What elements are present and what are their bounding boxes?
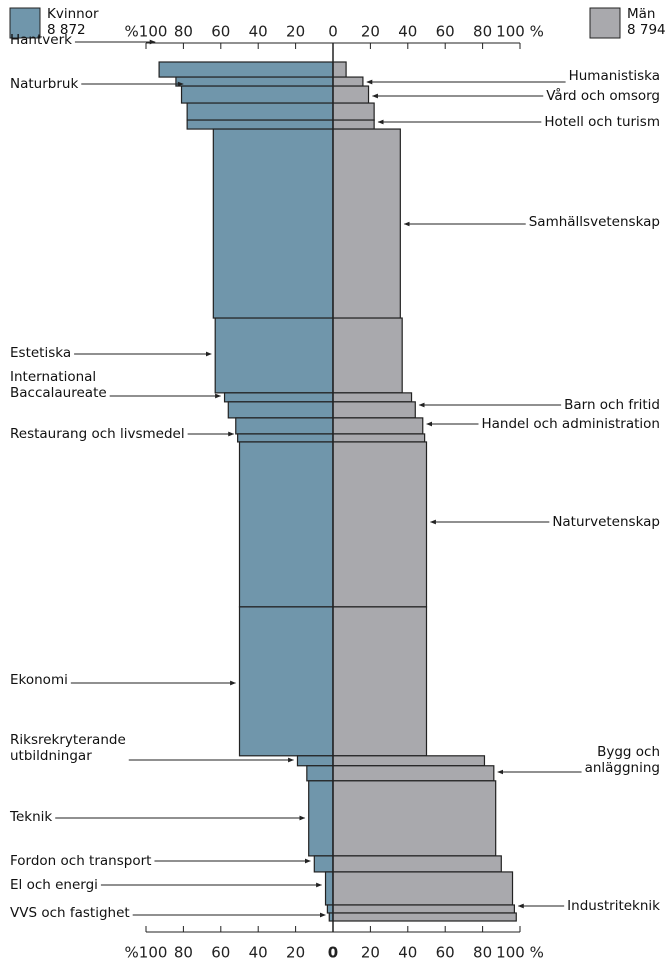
bar <box>332 912 517 922</box>
bar <box>238 606 334 757</box>
bar <box>332 765 495 782</box>
bar <box>332 606 428 757</box>
bar <box>186 119 334 130</box>
category-label: Hantverk <box>10 32 72 48</box>
bar <box>238 441 334 608</box>
bar <box>332 904 515 914</box>
bar <box>227 401 334 419</box>
category-label: Bygg och anläggning <box>584 744 660 776</box>
x-tick-label: 40 <box>398 23 417 41</box>
x-tick-label: 40 <box>249 944 268 962</box>
bar <box>223 392 334 403</box>
bar <box>332 401 416 419</box>
bar <box>180 85 334 104</box>
bar <box>332 755 486 767</box>
legend-swatch <box>9 7 41 39</box>
x-tick-label: 40 <box>398 944 417 962</box>
bar <box>332 102 375 121</box>
x-tick-label: 20 <box>361 944 380 962</box>
bar <box>332 871 514 906</box>
x-tick-label: 60 <box>211 23 230 41</box>
x-tick-label: 20 <box>286 944 305 962</box>
legend-name: Män <box>627 6 656 22</box>
x-tick-label: 100 % <box>496 944 544 962</box>
bar <box>175 76 334 87</box>
bar <box>296 755 334 767</box>
x-tick-label: 80 <box>174 23 193 41</box>
x-tick-label: 20 <box>361 23 380 41</box>
category-label: VVS och fastighet <box>10 905 130 921</box>
category-label: Barn och fritid <box>564 397 660 413</box>
category-label: Hotell och turism <box>544 114 660 130</box>
bar <box>332 433 426 443</box>
bar <box>324 871 334 906</box>
category-label: El och energi <box>10 877 98 893</box>
category-label: Naturvetenskap <box>552 514 660 530</box>
x-tick-label: 0 <box>328 944 338 962</box>
legend-name: Kvinnor <box>47 6 99 22</box>
bar <box>237 433 334 443</box>
bar <box>332 119 375 130</box>
x-tick-label: %100 <box>125 23 168 41</box>
bar <box>332 780 497 857</box>
bar <box>212 128 334 319</box>
x-tick-label: 40 <box>249 23 268 41</box>
x-tick-label: 20 <box>286 23 305 41</box>
category-label: Teknik <box>10 809 53 825</box>
category-label: International Baccalaureate <box>10 369 107 401</box>
legend-swatch <box>589 7 621 39</box>
category-label: Humanistiska <box>568 68 660 84</box>
category-label: Riksrekryterande utbildningar <box>10 732 126 764</box>
x-tick-label: 60 <box>436 944 455 962</box>
bar <box>332 855 502 873</box>
x-tick-label: 80 <box>174 944 193 962</box>
bar <box>332 61 347 78</box>
x-tick-label: 100 % <box>496 23 544 41</box>
bar <box>332 128 401 319</box>
category-label: Handel och administration <box>481 416 661 432</box>
bar <box>313 855 334 873</box>
x-tick-label: 80 <box>473 944 492 962</box>
bar <box>308 780 334 857</box>
bar <box>214 317 334 394</box>
category-label: Vård och omsorg <box>546 88 660 104</box>
x-tick-label: 60 <box>436 23 455 41</box>
bar <box>332 317 403 394</box>
bar <box>186 102 334 121</box>
legend-total: 8 794 <box>627 22 666 38</box>
category-label: Industriteknik <box>567 898 660 914</box>
x-tick-label: 0 <box>328 23 338 41</box>
x-tick-label: 80 <box>473 23 492 41</box>
category-label: Estetiska <box>10 345 72 361</box>
bar <box>332 76 364 87</box>
bar <box>332 392 413 403</box>
bar <box>332 441 428 608</box>
category-label: Naturbruk <box>10 76 79 92</box>
x-tick-label: %100 <box>125 944 168 962</box>
bar <box>235 417 334 435</box>
category-label: Ekonomi <box>10 672 68 688</box>
category-label: Restaurang och livsmedel <box>10 426 185 442</box>
bar <box>306 765 334 782</box>
x-tick-label: 60 <box>211 944 230 962</box>
category-label: Fordon och transport <box>10 853 152 869</box>
bar <box>158 61 334 78</box>
bar <box>332 417 424 435</box>
category-label: Samhällsvetenskap <box>528 214 660 230</box>
legend-total: 8 872 <box>47 22 86 38</box>
bar <box>332 85 370 104</box>
bar <box>326 904 334 914</box>
